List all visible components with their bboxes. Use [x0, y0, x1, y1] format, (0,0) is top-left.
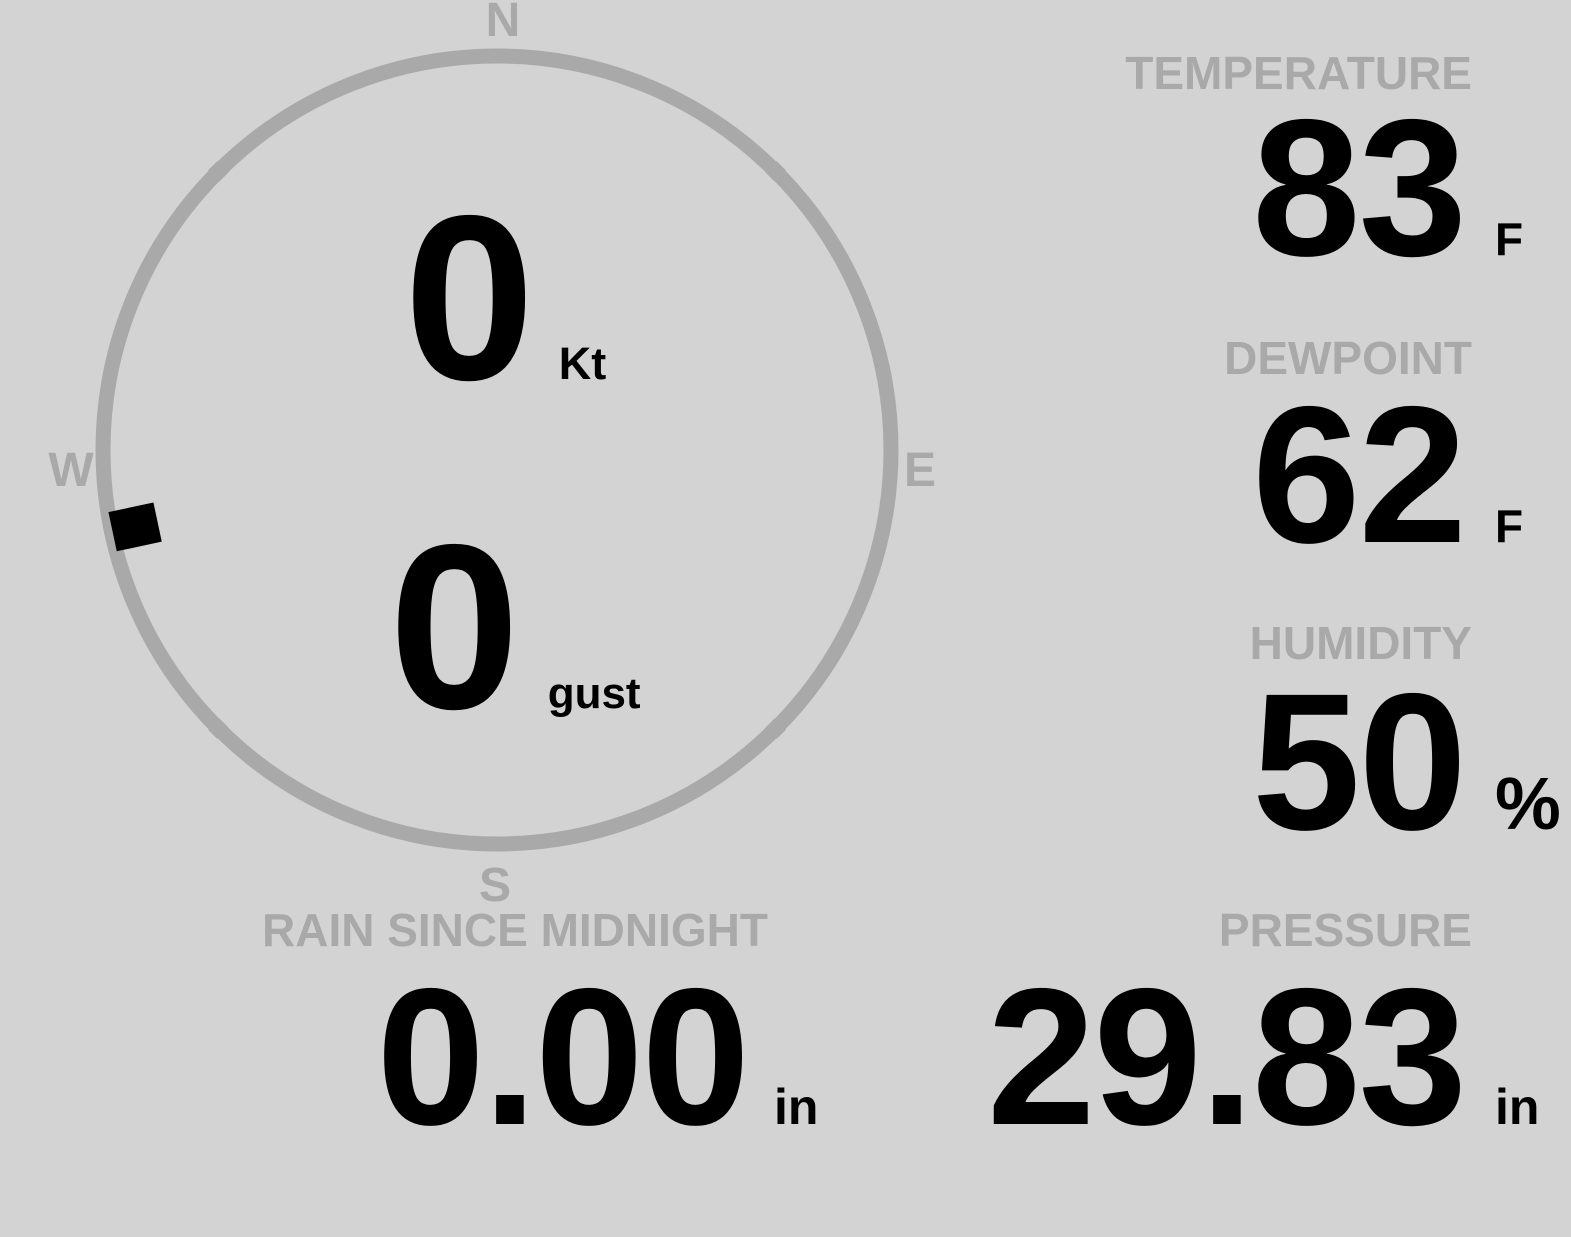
humidity-label: HUMIDITY — [1249, 617, 1472, 669]
temperature-value: 83 — [1252, 79, 1467, 297]
wind-direction-marker — [108, 502, 162, 552]
rain-readout: 0.00 in — [376, 960, 844, 1155]
dewpoint-label: DEWPOINT — [1224, 332, 1472, 384]
compass-label-east: E — [903, 444, 937, 497]
pressure-value: 29.83 — [987, 948, 1467, 1166]
compass-ring — [95, 48, 899, 852]
temperature-readout: 83 F — [1252, 91, 1565, 286]
humidity-value: 50 — [1252, 653, 1467, 871]
temperature-label: TEMPERATURE — [1125, 47, 1472, 99]
dewpoint-unit: F — [1495, 500, 1524, 552]
compass-label-west: W — [48, 444, 94, 497]
wind-speed-value: 0 — [404, 166, 535, 429]
wind-gust-readout: 0 gust — [389, 509, 641, 744]
humidity-readout: 50 % — [1252, 665, 1565, 860]
humidity-unit: % — [1495, 762, 1561, 845]
wind-compass-dial — [95, 48, 899, 852]
dewpoint-value: 62 — [1252, 366, 1467, 584]
temperature-unit: F — [1495, 213, 1524, 265]
rain-label: RAIN SINCE MIDNIGHT — [262, 904, 768, 956]
rain-unit: in — [774, 1079, 819, 1135]
pressure-readout: 29.83 in — [987, 960, 1565, 1155]
compass-label-south: S — [478, 859, 512, 912]
wind-gust-value: 0 — [389, 495, 520, 758]
compass-tick-marks — [208, 161, 786, 739]
pressure-label: PRESSURE — [1218, 904, 1472, 956]
compass-label-north: N — [485, 0, 521, 47]
dewpoint-readout: 62 F — [1252, 378, 1565, 573]
wind-gust-unit: gust — [547, 669, 641, 718]
wind-speed-readout: 0 Kt — [404, 180, 606, 415]
wind-speed-unit: Kt — [558, 338, 607, 389]
pressure-unit: in — [1495, 1079, 1540, 1135]
rain-value: 0.00 — [376, 948, 750, 1166]
